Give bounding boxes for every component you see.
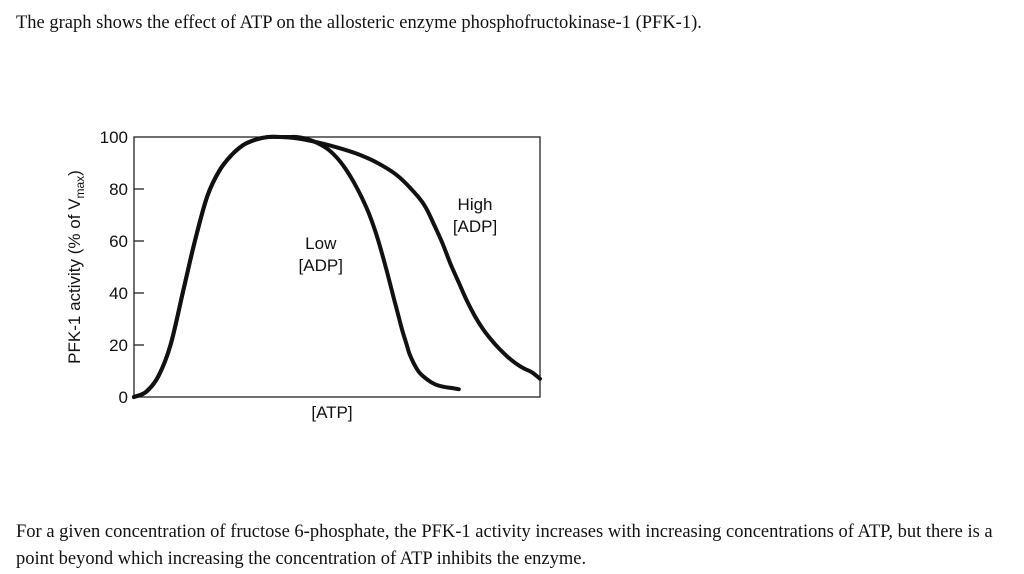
y-axis-label-subscript: max [73,176,87,199]
y-axis: 0 20 40 60 80 100 [100,128,144,407]
curves [132,134,542,399]
series-label-low-adp: Low [ADP] [299,234,343,275]
y-tick-label: 0 [119,388,128,407]
y-tick-label: 40 [109,284,128,303]
y-tick-label: 100 [100,128,128,147]
series-label-high-adp: High [ADP] [453,195,497,236]
x-axis-label: [ATP] [311,403,352,422]
series-line-low-adp [132,134,461,399]
intro-text: The graph shows the effect of ATP on the… [16,13,702,33]
series-labels: Low [ADP] High [ADP] [299,195,498,275]
y-tick-label: 80 [109,180,128,199]
y-axis-label: PFK-1 activity (% of Vmax) [65,170,87,364]
series-line-high-adp [132,134,542,399]
explanation-text: For a given concentration of fructose 6-… [16,522,993,569]
y-tick-label: 20 [109,336,128,355]
plot-frame [133,136,541,398]
y-axis-label-main: PFK-1 activity (% of V [65,198,84,364]
y-axis-label-close: ) [65,170,84,176]
y-tick-label: 60 [109,232,128,251]
